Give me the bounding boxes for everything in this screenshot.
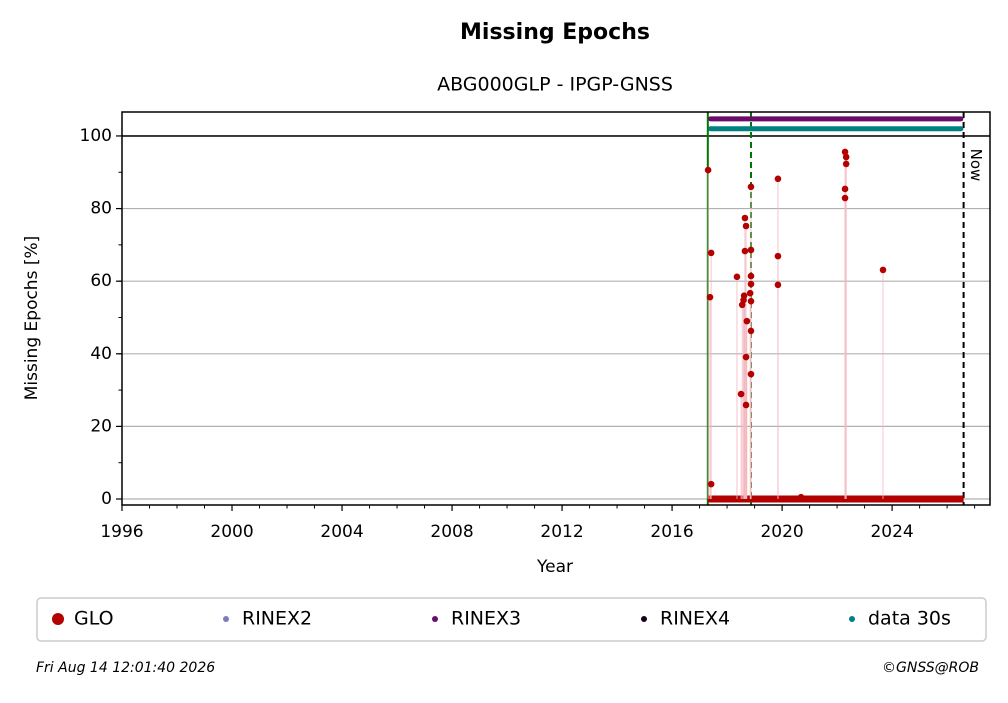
legend-marker (52, 613, 64, 625)
data-point (737, 390, 745, 398)
x-tick-label: 2000 (210, 522, 253, 542)
data-point (733, 273, 741, 281)
data-point (879, 266, 887, 274)
data-point (742, 222, 750, 230)
data-point (743, 317, 751, 325)
data-point (740, 292, 748, 300)
legend-label: GLO (74, 608, 114, 630)
y-tick-label: 60 (90, 271, 112, 291)
data-point (747, 272, 755, 280)
x-tick-label: 2008 (430, 522, 473, 542)
legend-marker (849, 616, 855, 622)
now-label: Now (967, 149, 985, 182)
y-tick-label: 100 (80, 126, 112, 146)
data-point (741, 247, 749, 255)
data-point (841, 148, 849, 156)
data-point (841, 194, 849, 202)
legend-marker (641, 616, 647, 622)
x-tick-label: 2012 (540, 522, 583, 542)
y-tick-label: 80 (90, 199, 112, 219)
data-point (747, 297, 755, 305)
legend-label: RINEX3 (451, 608, 521, 630)
data-point (774, 252, 782, 260)
data-point (741, 214, 749, 222)
x-tick-label: 1996 (100, 522, 143, 542)
legend-box (36, 597, 987, 642)
data-point (842, 153, 850, 161)
data-point (707, 249, 715, 257)
legend-label: RINEX4 (660, 608, 730, 630)
y-tick-label: 20 (90, 416, 112, 436)
legend-label: data 30s (868, 608, 951, 630)
y-tick-label: 0 (101, 489, 112, 509)
plot-frame (121, 111, 991, 506)
x-tick-label: 2024 (870, 522, 913, 542)
x-tick-label: 2016 (650, 522, 693, 542)
chart-title: Missing Epochs (460, 20, 650, 45)
y-tick-label: 40 (90, 344, 112, 364)
x-tick-label: 2004 (320, 522, 363, 542)
y-axis-label: Missing Epochs [%] (22, 236, 42, 401)
legend-marker (223, 616, 229, 622)
data-point (707, 480, 715, 488)
data-point (747, 370, 755, 378)
copyright: ©GNSS@ROB (882, 660, 979, 676)
data-point (747, 183, 755, 191)
timestamp: Fri Aug 14 12:01:40 2026 (36, 660, 215, 676)
data-point (704, 166, 712, 174)
x-axis-label: Year (536, 557, 573, 577)
data-point (738, 301, 746, 309)
data-point (747, 280, 755, 288)
data-point (841, 185, 849, 193)
data-point (774, 281, 782, 289)
legend-label: RINEX2 (242, 608, 312, 630)
legend-marker (432, 616, 438, 622)
data-point (797, 493, 805, 501)
data-point (742, 353, 750, 361)
data-point (706, 293, 714, 301)
chart-subtitle: ABG000GLP - IPGP-GNSS (437, 74, 673, 96)
data-point (774, 175, 782, 183)
data-point (747, 246, 755, 254)
data-point (742, 401, 750, 409)
data-point (747, 327, 755, 335)
data-point (842, 160, 850, 168)
data-point (746, 289, 754, 297)
x-tick-label: 2020 (760, 522, 803, 542)
